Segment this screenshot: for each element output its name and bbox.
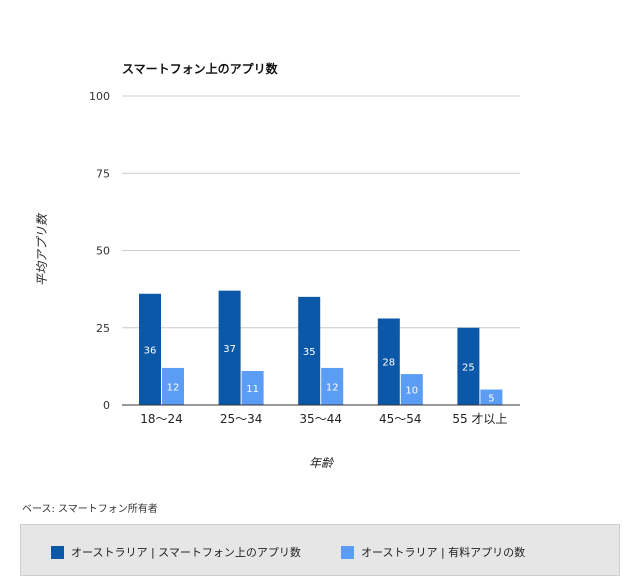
bar-series-2[interactable] <box>241 371 264 405</box>
x-axis-ticks: 18〜24 25〜34 35〜44 45〜54 55 才以上 <box>140 412 507 426</box>
bar-series-2[interactable] <box>321 367 344 405</box>
bar-value-label: 11 <box>246 384 259 395</box>
legend-label-series-2: オーストラリア | 有料アプリの数 <box>361 546 526 559</box>
y-axis-ticks: 0 25 50 75 100 <box>89 90 110 412</box>
legend-swatch-series-2 <box>341 545 354 559</box>
y-tick-label: 75 <box>96 167 110 180</box>
bar-value-label: 36 <box>144 345 157 356</box>
x-tick-label: 55 才以上 <box>452 412 507 426</box>
y-tick-label: 25 <box>96 322 110 335</box>
chart: スマートフォン上のアプリ数 0 25 50 75 100 36 12 37 11 35 12 28 1… <box>35 61 520 470</box>
bar-series-2[interactable] <box>480 389 503 405</box>
legend-label-series-1: オーストラリア | スマートフォン上のアプリ数 <box>71 546 301 559</box>
bar-series-1[interactable] <box>298 296 321 405</box>
bar-value-label: 12 <box>326 382 339 393</box>
y-tick-label: 0 <box>103 399 110 412</box>
legend-item-series-1[interactable]: オーストラリア | スマートフォン上のアプリ数 <box>51 544 301 560</box>
x-tick-label: 45〜54 <box>379 412 422 426</box>
bar-series-1[interactable] <box>218 290 241 405</box>
bars: 36 12 37 11 35 12 28 10 25 5 <box>139 290 503 405</box>
bar-value-label: 28 <box>382 358 395 369</box>
footnote: ベース: スマートフォン所有者 <box>22 504 158 515</box>
bar-value-label: 10 <box>405 386 418 397</box>
bar-value-label: 35 <box>303 347 316 358</box>
y-tick-label: 50 <box>96 245 110 258</box>
bar-series-2[interactable] <box>400 374 423 405</box>
bar-value-label: 25 <box>462 362 475 373</box>
chart-title: スマートフォン上のアプリ数 <box>122 61 279 76</box>
bar-value-label: 37 <box>223 344 236 355</box>
legend-item-series-2[interactable]: オーストラリア | 有料アプリの数 <box>341 544 525 560</box>
y-tick-label: 100 <box>89 90 110 103</box>
x-tick-label: 25〜34 <box>220 412 263 426</box>
x-tick-label: 35〜44 <box>299 412 342 426</box>
x-axis-label: 年齢 <box>309 456 335 470</box>
bar-series-1[interactable] <box>457 327 480 405</box>
y-axis-label: 平均アプリ数 <box>35 212 49 286</box>
legend: オーストラリア | スマートフォン上のアプリ数 オーストラリア | 有料アプリの… <box>20 524 620 576</box>
x-tick-label: 18〜24 <box>140 412 183 426</box>
gridlines <box>122 95 520 329</box>
bar-value-label: 5 <box>488 393 494 404</box>
bar-value-label: 12 <box>167 382 180 393</box>
bar-series-1[interactable] <box>139 293 161 405</box>
bar-series-2[interactable] <box>162 367 184 405</box>
legend-swatch-series-1 <box>51 545 64 559</box>
bar-series-1[interactable] <box>377 318 400 405</box>
